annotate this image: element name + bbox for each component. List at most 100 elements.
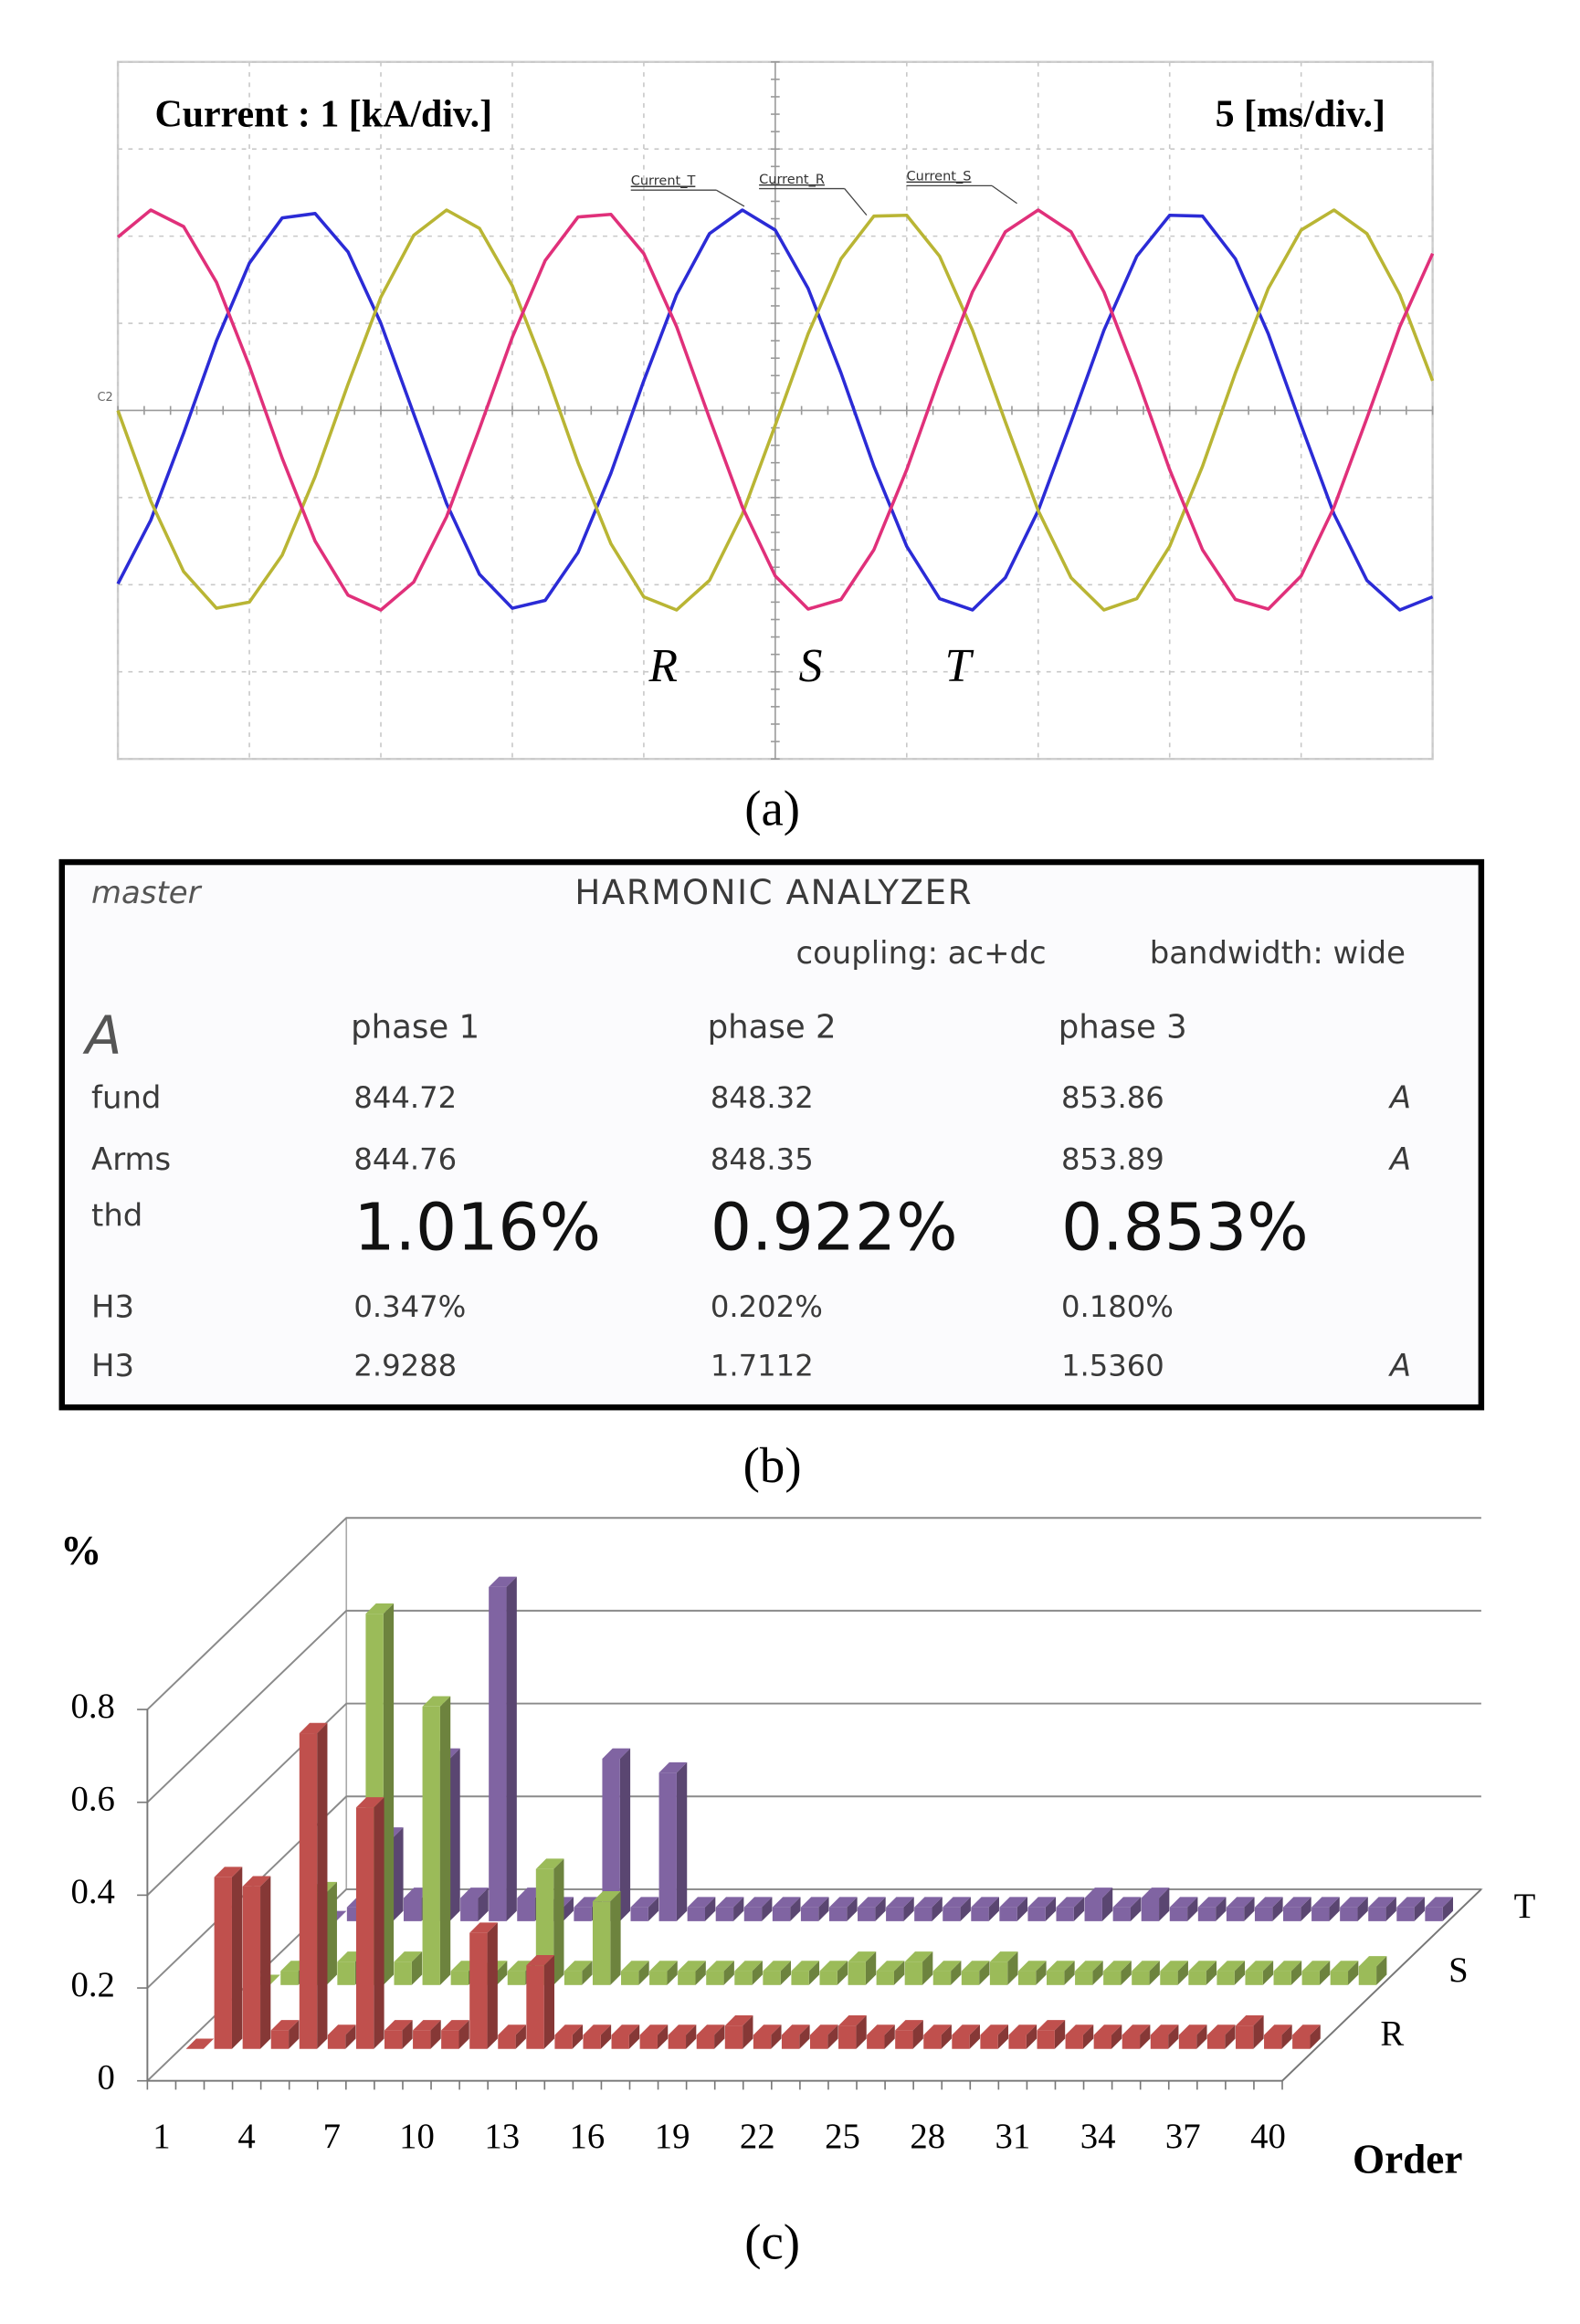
bar-front (403, 1898, 422, 1921)
bar-top (1340, 1897, 1368, 1908)
bar-side (808, 1961, 820, 1985)
bar-side (638, 1961, 649, 1985)
bar-front (649, 1971, 668, 1985)
bar-side (903, 1897, 914, 1921)
bar-side (932, 1897, 943, 1921)
bar (800, 1897, 829, 1921)
bar-side (1357, 1897, 1368, 1921)
bar-front (971, 1907, 989, 1921)
bar-side (1319, 1961, 1331, 1985)
bar-top (1056, 1897, 1085, 1908)
bar-front (1122, 2035, 1141, 2049)
bar-side (393, 1827, 404, 1921)
bar (185, 2038, 215, 2049)
bar-front (668, 2035, 687, 2049)
bar-side (1225, 2024, 1236, 2049)
bar-top (1169, 1897, 1198, 1908)
bar-front (592, 1901, 611, 1985)
bar (819, 1961, 848, 1985)
waveform (116, 208, 1435, 612)
bar-front (469, 1932, 488, 2049)
bar-top (876, 1961, 905, 1972)
bar (772, 1897, 801, 1921)
bar-front (270, 2030, 290, 2049)
bar-top (1008, 2024, 1038, 2035)
bar-front (715, 1907, 734, 1921)
bar-front (1206, 2035, 1226, 2049)
bar-front (706, 1971, 724, 1985)
bar-side (1064, 1961, 1075, 1985)
bar-top (564, 1961, 593, 1972)
bar-top (943, 1897, 971, 1908)
bar (583, 2024, 612, 2049)
y-tick-label: 0.4 (70, 1872, 114, 1911)
bar (828, 1897, 858, 1921)
bar-side (1026, 2024, 1038, 2049)
bar-side (582, 1961, 593, 1985)
bar-side (1036, 1961, 1047, 1985)
bar-top (1264, 2024, 1292, 2035)
bar-side (1140, 2024, 1151, 2049)
cell: 1.016% (353, 1190, 601, 1266)
analyzer-mode: master (91, 875, 203, 910)
bar-top (828, 1897, 858, 1908)
bar (753, 2024, 782, 2049)
bar (838, 2015, 867, 2049)
bar-top (923, 2024, 952, 2035)
bar-front (1226, 1907, 1245, 1921)
x-tick-label: 4 (237, 2117, 255, 2156)
y-tick-label: 0 (98, 2058, 115, 2098)
bar-top (1245, 1961, 1274, 1972)
bar-top (365, 1603, 395, 1614)
bar (1396, 1897, 1425, 1921)
bar-top (384, 2020, 413, 2031)
bar-front (1132, 1971, 1150, 1985)
bar-side (733, 1897, 744, 1921)
cell: 0.180% (1061, 1289, 1174, 1324)
bar-top (299, 1722, 328, 1734)
bar-top (1197, 1897, 1227, 1908)
bar-top (668, 2024, 697, 2035)
bar-front (1103, 1971, 1122, 1985)
bar (1217, 1961, 1246, 1985)
bar (743, 1897, 773, 1921)
bar (1273, 1961, 1302, 1985)
row-unit: A (1388, 1079, 1411, 1115)
bar-side (714, 2024, 725, 2049)
bar-top (743, 1897, 773, 1908)
bar-side (960, 1897, 971, 1921)
bar (1311, 1897, 1340, 1921)
bar (1103, 1961, 1132, 1985)
bar-side (686, 2024, 697, 2049)
bar (1206, 2024, 1236, 2049)
bar (706, 1961, 734, 1985)
bar-front (327, 2035, 346, 2049)
bar-top (489, 1576, 517, 1587)
bar-side (941, 2024, 952, 2049)
bar (630, 1897, 659, 1921)
bar-top (999, 1897, 1028, 1908)
bar-front (809, 2035, 828, 2049)
cell: 1.5360 (1061, 1349, 1164, 1383)
bar-top (809, 2024, 838, 2035)
bar (971, 1897, 999, 1921)
phase-annotation: S (799, 640, 823, 692)
bar-side (1082, 2024, 1094, 2049)
bar (999, 1897, 1028, 1921)
bar (1340, 1897, 1368, 1921)
bar-front (1178, 2035, 1197, 2049)
bar-top (1358, 1956, 1387, 1967)
bar-side (1187, 1897, 1198, 1921)
bar (1075, 1961, 1103, 1985)
bar-side (515, 2024, 526, 2049)
bar-front (828, 1907, 848, 1921)
bar-side (487, 1922, 498, 2049)
bar-side (875, 1897, 886, 1921)
bar-top (724, 2015, 753, 2026)
bar-front (753, 2035, 772, 2049)
bar-top (886, 1897, 914, 1908)
bar-side (705, 1897, 716, 1921)
bar-front (337, 1961, 355, 1985)
y-tick-label: 0.2 (70, 1965, 114, 2004)
bar (1188, 1961, 1217, 1985)
